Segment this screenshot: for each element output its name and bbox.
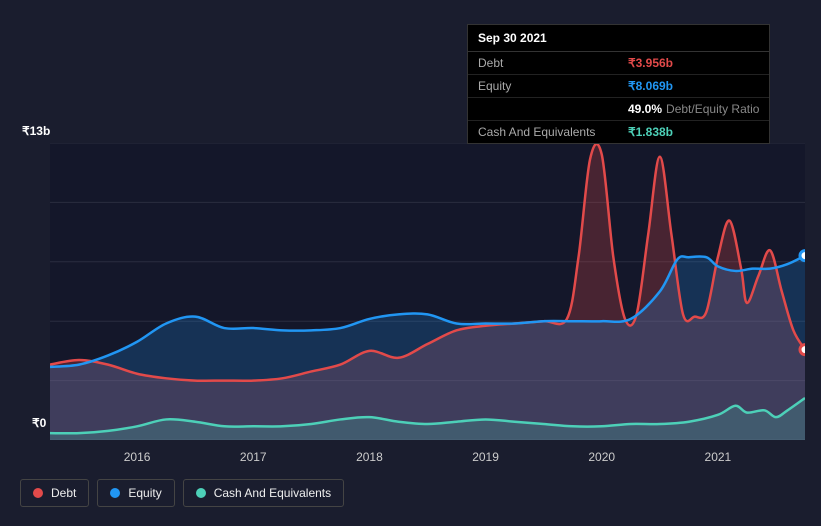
- chart-tooltip: Sep 30 2021 Debt ₹3.956b Equity ₹8.069b 49.0…: [467, 24, 770, 144]
- x-axis-label: 2019: [472, 450, 499, 464]
- chart-legend: Debt Equity Cash And Equivalents: [20, 479, 344, 507]
- chart-svg: [50, 143, 805, 440]
- legend-swatch: [110, 488, 120, 498]
- tooltip-row-value: ₹1.838b: [628, 125, 673, 139]
- tooltip-row-label: Debt: [478, 56, 618, 70]
- x-axis-label: 2016: [124, 450, 151, 464]
- tooltip-row-sublabel: Debt/Equity Ratio: [666, 102, 759, 116]
- legend-swatch: [33, 488, 43, 498]
- tooltip-row-label: Cash And Equivalents: [478, 125, 618, 139]
- tooltip-row: Debt ₹3.956b: [468, 52, 769, 75]
- tooltip-row-label: Equity: [478, 79, 618, 93]
- tooltip-row: 49.0%Debt/Equity Ratio: [468, 98, 769, 121]
- tooltip-row: Equity ₹8.069b: [468, 75, 769, 98]
- y-axis-max-label: ₹13b: [22, 124, 50, 138]
- legend-label: Equity: [128, 486, 161, 500]
- legend-label: Cash And Equivalents: [214, 486, 331, 500]
- tooltip-row-value: ₹3.956b: [628, 56, 673, 70]
- legend-label: Debt: [51, 486, 76, 500]
- tooltip-row: Cash And Equivalents ₹1.838b: [468, 121, 769, 143]
- legend-item[interactable]: Cash And Equivalents: [183, 479, 344, 507]
- y-axis-min-label: ₹0: [32, 416, 46, 430]
- x-axis-label: 2017: [240, 450, 267, 464]
- x-axis-label: 2021: [705, 450, 732, 464]
- x-axis-label: 2020: [588, 450, 615, 464]
- legend-item[interactable]: Equity: [97, 479, 174, 507]
- chart-plot-area[interactable]: [50, 143, 805, 440]
- tooltip-date: Sep 30 2021: [468, 25, 769, 52]
- legend-item[interactable]: Debt: [20, 479, 89, 507]
- x-axis-label: 2018: [356, 450, 383, 464]
- tooltip-row-label: [478, 102, 618, 116]
- legend-swatch: [196, 488, 206, 498]
- tooltip-row-value: 49.0%Debt/Equity Ratio: [628, 102, 759, 116]
- tooltip-row-value: ₹8.069b: [628, 79, 673, 93]
